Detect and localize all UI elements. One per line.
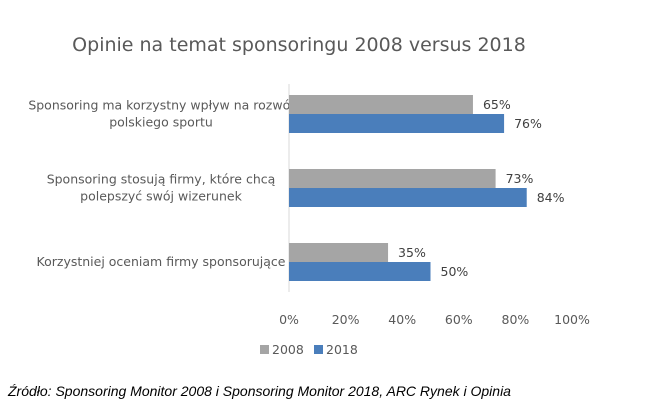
legend-swatch-2008 <box>260 345 269 354</box>
x-tick-label: 0% <box>279 312 299 327</box>
category-label-line: Sponsoring ma korzystny wpływ na rozwój <box>28 98 293 113</box>
x-tick-label: 80% <box>502 312 530 327</box>
category-label: Korzystniej oceniam firmy sponsorujące <box>37 254 286 269</box>
category-labels: Sponsoring ma korzystny wpływ na rozwój p… <box>28 98 293 270</box>
x-tick-label: 60% <box>445 312 473 327</box>
legend-label-2008: 2008 <box>272 342 304 357</box>
data-label-2008: 35% <box>398 245 426 260</box>
source-note: Źródło: Sponsoring Monitor 2008 i Sponso… <box>8 383 511 399</box>
data-label-2018: 76% <box>514 116 542 131</box>
data-label-2018: 84% <box>537 190 565 205</box>
x-tick-label: 20% <box>332 312 360 327</box>
x-tick-label: 40% <box>388 312 416 327</box>
bar-2018 <box>289 114 505 133</box>
category-label-line: Sponsoring stosują firmy, które chcą <box>47 172 276 187</box>
category-label: Sponsoring ma korzystny wpływ na rozwój p… <box>28 98 293 130</box>
bar-2018 <box>289 262 431 281</box>
value-labels: 65%76% 73%84% 35% 50% <box>398 97 565 279</box>
bars <box>289 95 527 281</box>
legend-swatch-2018 <box>314 345 323 354</box>
x-tick-label: 100% <box>554 312 590 327</box>
bar-2008 <box>289 243 389 262</box>
category-label-line: polskiego sportu <box>109 115 213 130</box>
bar-chart: Opinie na temat sponsoringu 2008 versus … <box>28 34 590 357</box>
bar-2008 <box>289 169 496 188</box>
data-label-2008: 73% <box>506 171 534 186</box>
legend: 2008 2018 <box>260 342 358 357</box>
legend-label-2018: 2018 <box>326 342 358 357</box>
bar-2018 <box>289 188 527 207</box>
category-label: Sponsoring stosują firmy, które chcą pole… <box>47 172 276 204</box>
data-label-2018: 50% <box>441 264 469 279</box>
category-label-line: Korzystniej oceniam firmy sponsorujące <box>37 254 286 269</box>
bar-2008 <box>289 95 473 114</box>
category-label-line: polepszyć swój wizerunek <box>80 189 242 204</box>
x-axis-ticks: 0% 20% 40% 60% 80% 100% <box>279 312 590 327</box>
data-label-2008: 65% <box>483 97 511 112</box>
chart-title: Opinie na temat sponsoringu 2008 versus … <box>72 34 526 56</box>
